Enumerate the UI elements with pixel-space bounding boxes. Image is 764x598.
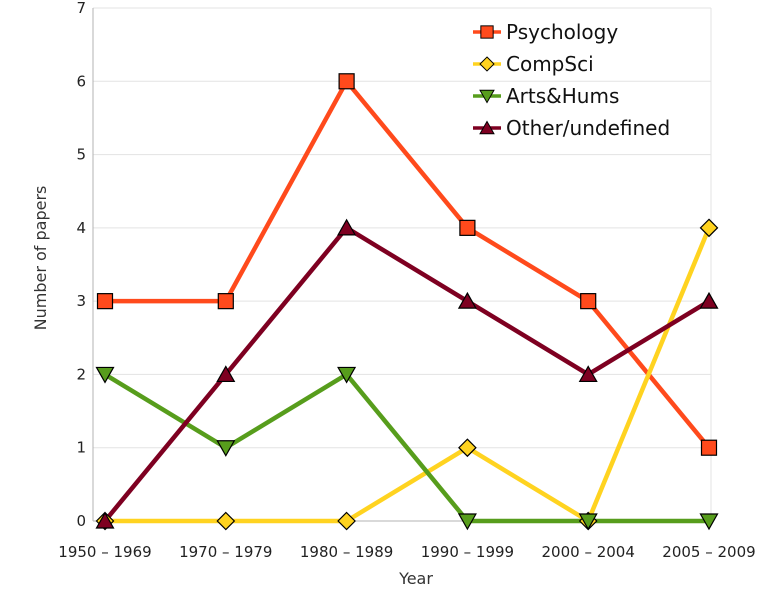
series-group [95,73,719,531]
x-tick-label: 1950 – 1969 [58,543,151,561]
series-line-psychology [102,79,712,450]
y-tick-label: 7 [76,0,86,17]
series-line-other-undefined [102,225,712,524]
x-axis-title: Year [398,569,433,588]
x-tick-label: 1990 – 1999 [421,543,514,561]
y-tick-label: 1 [76,439,86,457]
legend-item-arts-hums: Arts&Hums [473,84,619,108]
legend-marker-other-undefined [479,120,495,135]
data-point-psychology [217,293,234,310]
data-point-other-undefined [337,218,357,236]
series-other-undefined [102,225,712,524]
y-tick-label: 4 [76,219,86,237]
data-point-compsci [337,511,356,531]
y-tick-label: 6 [76,72,86,90]
y-tick-label: 3 [76,292,86,310]
x-tick-label: 1980 – 1989 [300,543,393,561]
data-point-arts-hums [699,513,719,531]
data-point-psychology [580,293,597,310]
data-point-psychology [96,293,114,310]
data-point-arts-hums [578,513,598,531]
series-psychology [102,79,712,450]
data-point-other-undefined [699,291,719,309]
data-point-compsci [458,438,477,458]
series-line-compsci [102,225,712,524]
legend: Psychology CompSci Arts&Hums Other/undefine… [473,20,670,140]
data-point-psychology [459,219,476,236]
series-compsci [102,225,712,524]
y-tick-labels: 0 1 2 3 4 5 6 7 [76,0,86,530]
y-tick-label: 5 [76,146,86,164]
y-tick-label: 0 [76,512,86,530]
legend-label: Other/undefined [506,116,670,140]
data-point-other-undefined [457,291,477,309]
legend-marker-compsci [479,56,495,72]
legend-item-other-undefined: Other/undefined [473,116,670,140]
series-arts-hums [102,372,712,524]
x-tick-labels: 1950 – 1969 1970 – 1979 1980 – 1989 1990 – … [58,543,755,561]
series-line-arts-hums [102,372,712,524]
x-tick-label: 2005 – 2009 [662,543,755,561]
series-markers-other-undefined [95,218,719,529]
data-point-compsci [216,511,236,531]
legend-label: Psychology [506,20,618,44]
data-point-psychology [338,73,355,90]
data-point-other-undefined [578,365,598,383]
data-point-compsci [699,218,719,238]
x-tick-label: 2000 – 2004 [542,543,635,561]
data-point-psychology [700,439,718,456]
data-point-arts-hums [216,440,236,457]
data-point-other-undefined [216,365,236,383]
legend-item-compsci: CompSci [473,52,594,76]
legend-marker-arts-hums [479,89,495,104]
x-tick-label: 1970 – 1979 [179,543,272,561]
data-point-arts-hums [95,366,115,384]
series-markers-arts-hums [95,366,719,531]
legend-marker-psychology [480,25,494,39]
data-point-arts-hums [457,513,477,531]
y-axis-title: Number of papers [31,186,50,331]
y-tick-label: 2 [76,365,86,383]
data-point-other-undefined [95,511,115,529]
legend-label: Arts&Hums [506,84,619,108]
series-markers-psychology [96,73,718,456]
legend-item-psychology: Psychology [473,20,618,44]
legend-label: CompSci [506,52,594,76]
data-point-arts-hums [337,366,357,384]
